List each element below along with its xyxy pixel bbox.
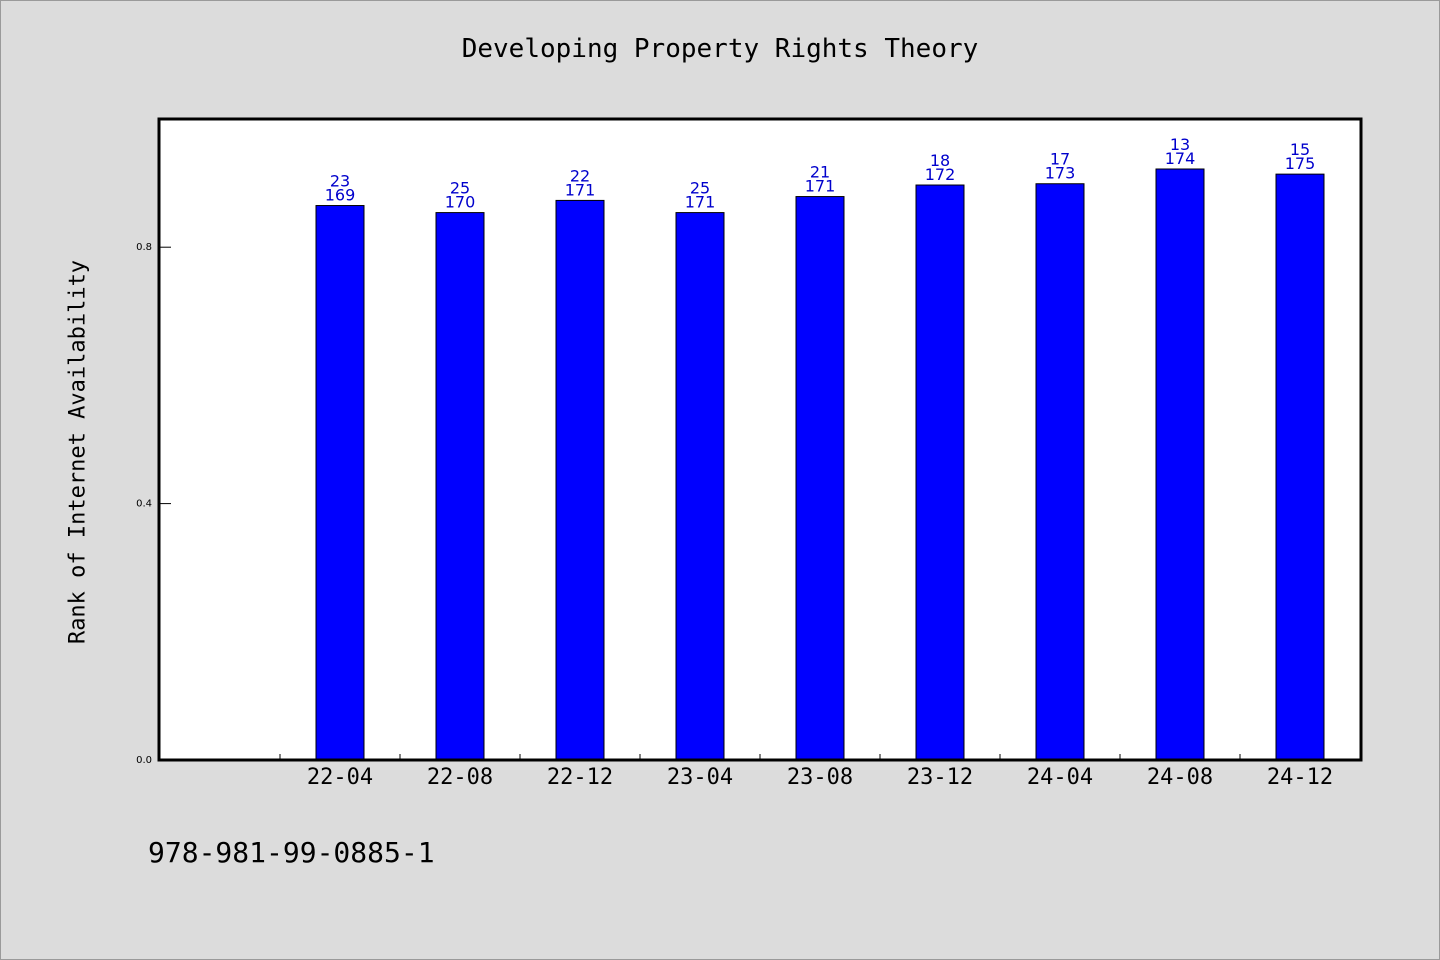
bar [795,196,845,761]
bar-rank-label: 22 [570,166,590,185]
bar [555,199,605,761]
chart-title: Developing Property Rights Theory [461,34,979,64]
y-axis-tick-label: 0.4 [136,499,152,510]
bar [1155,168,1205,761]
bar-value-label: 173 [1045,164,1076,183]
bar-value-label: 171 [685,193,716,212]
x-axis-tick-label: 24-08 [1147,765,1213,790]
x-axis-tick-label: 22-04 [307,765,373,790]
bar-value-label: 172 [925,165,956,184]
bar-rank-label: 17 [1050,150,1070,169]
bar-rank-label: 18 [930,151,950,170]
x-axis-tick-label: 24-04 [1027,765,1093,790]
bar-value-label: 171 [565,180,596,199]
y-axis-tick-label: 0.0 [136,755,152,766]
plot-border [157,117,1363,762]
bar-value-label: 170 [445,193,476,212]
bar-rank-label: 25 [450,179,470,198]
bar [435,212,485,761]
bar-value-label: 174 [1165,149,1196,168]
x-axis-tick-label: 22-12 [547,765,613,790]
bar-rank-label: 23 [330,172,350,191]
y-axis-tick-label: 0.8 [136,242,152,253]
bar [1275,173,1325,761]
bar [675,212,725,761]
x-axis-tick-label: 23-04 [667,765,733,790]
bar-rank-label: 13 [1170,135,1190,154]
bar-value-label: 175 [1285,154,1316,173]
isbn-text: 978-981-99-0885-1 [148,836,435,869]
bar-rank-label: 25 [690,179,710,198]
x-axis-tick-label: 22-08 [427,765,493,790]
bar-rank-label: 21 [810,163,830,182]
bar-rank-label: 15 [1290,140,1310,159]
bar [315,205,365,761]
bar-value-label: 171 [805,177,836,196]
x-axis-tick-label: 23-12 [907,765,973,790]
bar-value-label: 169 [325,186,356,205]
x-axis-tick-label: 23-08 [787,765,853,790]
x-axis-tick-label: 24-12 [1267,765,1333,790]
bar [915,184,965,761]
bar [1035,183,1085,761]
